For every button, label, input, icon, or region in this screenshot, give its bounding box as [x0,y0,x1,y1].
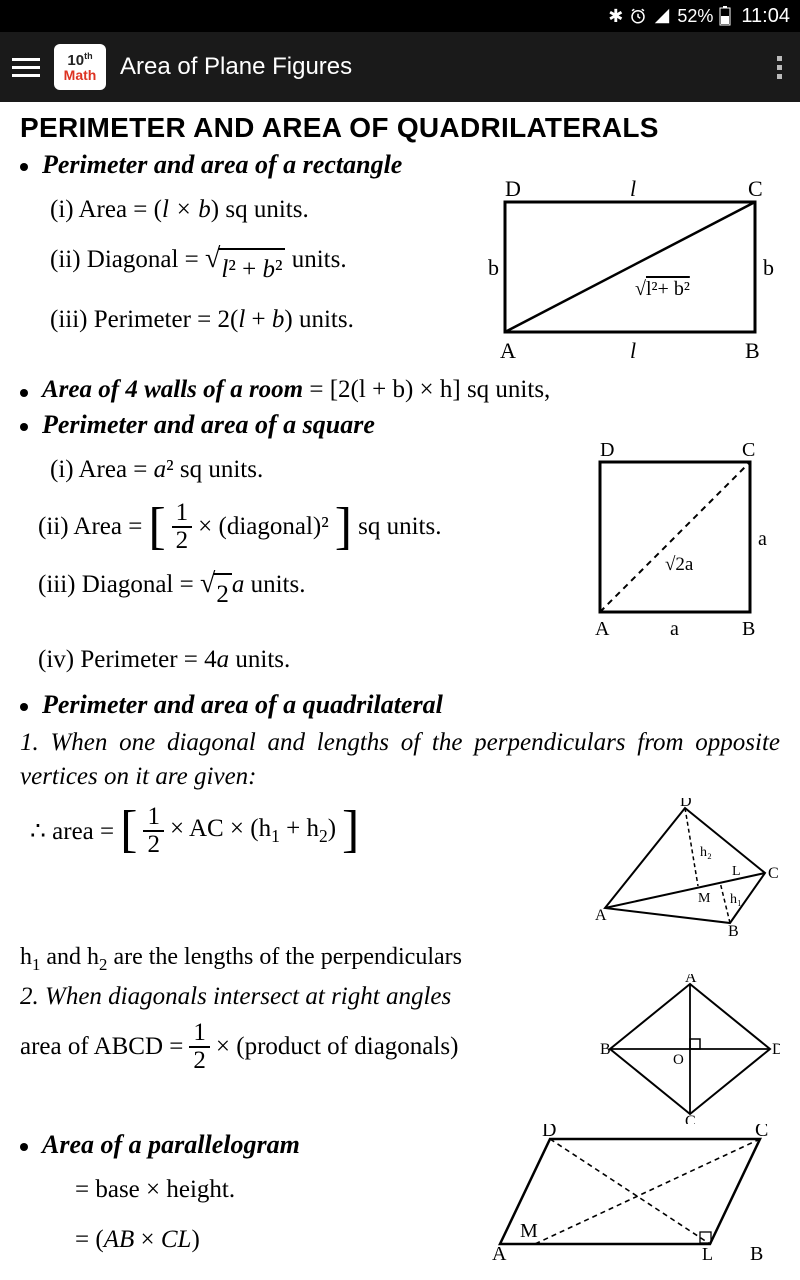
bullet-icon [20,1143,28,1151]
svg-text:A: A [685,974,697,986]
svg-text:C: C [685,1113,696,1124]
para-formula-1: = base × height. [75,1170,476,1210]
svg-text:l: l [630,338,636,363]
square-diagram: D C A a B a √2a [570,440,780,640]
svg-text:B: B [728,923,739,938]
svg-text:M: M [520,1220,538,1242]
svg-text:L: L [702,1244,713,1264]
sq-formula-area: (i) Area = a² sq units. [50,450,556,490]
svg-text:a: a [758,528,767,550]
svg-text:A: A [595,907,607,924]
overflow-menu-icon[interactable] [771,50,788,85]
svg-text:b: b [488,255,499,280]
page-title: Area of Plane Figures [120,53,757,81]
bullet-icon [20,423,28,431]
svg-text:C: C [755,1124,768,1141]
svg-text:l: l [630,180,636,201]
svg-text:D: D [505,180,521,201]
quad-h-note: h1 and h2 are the lengths of the perpend… [20,944,780,975]
svg-text:√2a: √2a [665,554,694,575]
app-logo: 10th Math [54,44,106,90]
svg-text:√l²+ b²: √l²+ b² [635,278,690,300]
bullet-icon [20,389,28,397]
svg-text:A: A [595,618,610,640]
svg-text:h₁: h₁ [730,892,742,907]
quadrilateral-diagram: A D C B h₂ h₁ L M [590,798,780,938]
signal-icon [653,7,671,25]
svg-text:O: O [673,1052,684,1068]
sq-formula-diagonal: (iii) Diagonal = √2a units. [38,565,556,615]
svg-text:C: C [748,180,763,201]
battery-percent: 52% [677,6,713,27]
svg-text:L: L [732,864,741,879]
svg-text:b: b [763,255,774,280]
sq-formula-perimeter: (iv) Perimeter = 4a units. [38,640,780,680]
section-square-title: Perimeter and area of a square [42,410,375,440]
main-heading: PERIMETER AND AREA OF QUADRILATERALS [20,112,780,144]
android-status-bar: ✱ 52% 11:04 [0,0,800,32]
svg-text:A: A [500,338,516,363]
sq-formula-area-diag: (ii) Area = [ 12 × (diagonal)² ] sq unit… [38,500,556,555]
svg-text:M: M [698,891,711,906]
section-parallelogram-title: Area of a parallelogram [42,1130,300,1160]
section-rectangle-title: Perimeter and area of a rectangle [42,150,402,180]
rect-formula-diagonal: (ii) Diagonal = √l² + b² units. [50,240,466,290]
svg-text:C: C [742,440,755,461]
svg-text:D: D [772,1041,780,1058]
bullet-icon [20,703,28,711]
alarm-icon [629,7,647,25]
parallelogram-diagram: D C A B L M [490,1124,780,1270]
svg-text:B: B [600,1041,611,1058]
svg-text:B: B [745,338,760,363]
rhombus-diagram: A B D C O [600,974,780,1124]
clock-time: 11:04 [741,5,790,28]
menu-icon[interactable] [12,58,40,77]
bluetooth-icon: ✱ [608,6,623,27]
battery-icon [719,6,731,26]
svg-text:B: B [742,618,755,640]
rectangle-diagram: D l C b b A l B √l²+ b² [480,180,780,370]
quad-case-2: 2. When diagonals intersect at right ang… [20,980,586,1014]
svg-text:C: C [768,865,779,882]
svg-text:D: D [680,798,692,810]
svg-text:D: D [600,440,614,461]
quad-area-formula-2: area of ABCD = 12 × (product of diagonal… [20,1020,586,1075]
walls-formula: Area of 4 walls of a room = [2(l + b) × … [42,376,550,404]
svg-text:D: D [542,1124,556,1141]
bullet-icon [20,163,28,171]
para-formula-2: = (AB × CL) [75,1220,476,1260]
section-quad-title: Perimeter and area of a quadrilateral [42,690,443,720]
app-toolbar: 10th Math Area of Plane Figures [0,32,800,102]
svg-text:A: A [492,1243,507,1264]
quad-area-formula: ∴ area = [ 12 × AC × (h1 + h2) ] [30,804,576,859]
rect-formula-perimeter: (iii) Perimeter = 2(l + b) units. [50,300,466,340]
quad-case-1: 1. When one diagonal and lengths of the … [20,726,780,794]
svg-text:h₂: h₂ [700,845,712,860]
rect-formula-area: (i) Area = (l × b) sq units. [50,190,466,230]
svg-text:a: a [670,618,679,640]
svg-text:B: B [750,1243,763,1264]
document-content: PERIMETER AND AREA OF QUADRILATERALS Per… [0,102,800,1270]
